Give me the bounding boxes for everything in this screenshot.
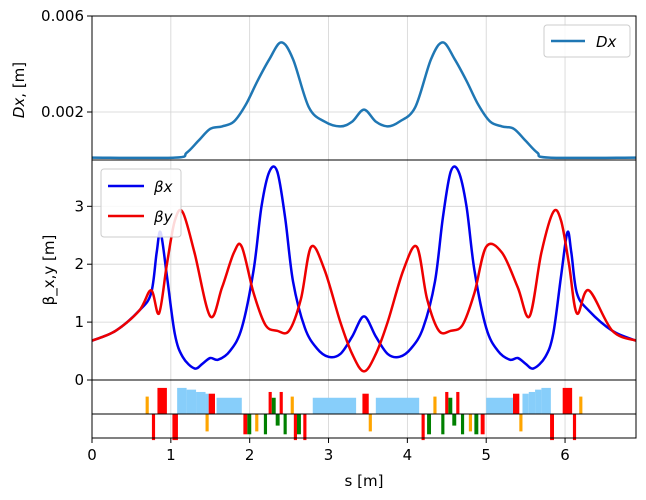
lattice-xticks: 0 1 2 3 4 5 6: [87, 438, 570, 464]
dipole-element: [480, 414, 485, 435]
ytick-label: 0: [74, 371, 84, 389]
lattice-xlabel: s [m]: [345, 472, 384, 490]
drift-element: [486, 397, 514, 414]
dipole-element: [243, 414, 248, 435]
dipole-element: [421, 414, 425, 441]
dipole-element: [279, 391, 283, 414]
drift-element: [312, 397, 357, 414]
beta-legend: βx βy: [100, 168, 182, 238]
sext-element: [368, 414, 372, 432]
dipole-element: [268, 391, 272, 414]
beta-lines: [91, 165, 637, 373]
sext-element: [579, 396, 583, 414]
dipole-element: [362, 393, 369, 414]
beta-yticks: 0 1 2 3: [74, 197, 92, 389]
xtick-label: 0: [87, 446, 97, 464]
drift-element: [177, 387, 187, 414]
series-line-0: [91, 165, 637, 370]
drift-element: [375, 397, 420, 414]
dispersion-legend: Dx: [543, 24, 631, 58]
quad-element: [271, 397, 276, 414]
quad-element: [247, 414, 252, 435]
series-line-0: [91, 41, 637, 160]
quad-element: [474, 414, 479, 435]
quad-element: [427, 414, 432, 435]
series-line-1: [91, 208, 637, 373]
drift-element: [196, 391, 206, 414]
sext-element: [468, 414, 473, 432]
sext-element: [433, 396, 437, 414]
ytick-label: 1: [74, 313, 84, 331]
drift-element: [522, 393, 529, 414]
dispersion-yticks: 0.002 0.006: [41, 7, 92, 121]
xtick-label: 5: [481, 446, 491, 464]
sext-element: [519, 414, 523, 432]
dipole-element: [208, 393, 215, 414]
legend-dx-label: Dx: [596, 33, 617, 51]
dipole-element: [293, 414, 297, 441]
dipole-element: [151, 414, 156, 441]
legend-betax-label: βx: [153, 178, 173, 196]
dipole-element: [572, 414, 577, 441]
quad-element: [275, 414, 280, 426]
ytick-label: 0.002: [41, 103, 84, 121]
xtick-label: 4: [403, 446, 413, 464]
quad-element: [448, 397, 453, 414]
sext-element: [290, 396, 294, 414]
dipole-element: [550, 414, 555, 441]
dipole-element: [303, 414, 307, 441]
dipole-element: [445, 391, 449, 414]
xtick-label: 1: [166, 446, 176, 464]
ytick-label: 3: [74, 197, 84, 215]
xtick-label: 3: [324, 446, 334, 464]
quad-element: [441, 414, 445, 435]
drift-element: [216, 397, 242, 414]
dispersion-lines: [91, 41, 637, 160]
quad-element: [460, 414, 465, 435]
dipole-element: [562, 387, 573, 414]
sext-element: [145, 396, 149, 414]
lattice-frame: [91, 379, 637, 439]
lattice-elements: [145, 387, 583, 441]
sext-element: [205, 414, 209, 432]
drift-element: [186, 389, 197, 414]
dipole-element: [513, 393, 520, 414]
quad-element: [263, 414, 268, 435]
lattice-panel: 0 1 2 3 4 5 6 s [m]: [87, 379, 637, 490]
drift-element: [535, 389, 542, 414]
quad-element: [283, 414, 287, 435]
drift-element: [528, 391, 536, 414]
quad-element: [296, 414, 301, 435]
legend-betay-label: βy: [153, 208, 174, 226]
quad-element: [452, 414, 457, 426]
beta-ylabel: β_x,y [m]: [40, 235, 59, 306]
ytick-label: 0.006: [41, 7, 84, 25]
xtick-label: 6: [560, 446, 570, 464]
beta-panel: 0 1 2 3 β_x,y [m] βx βy: [40, 159, 637, 389]
dispersion-legend-box: [543, 24, 631, 58]
dispersion-panel: 0.002 0.006 Dx, [m] Dx: [10, 7, 637, 161]
dipole-element: [456, 391, 460, 414]
sext-element: [255, 414, 259, 432]
drift-element: [205, 393, 209, 414]
dipole-element: [172, 414, 178, 441]
drift-element: [541, 387, 551, 414]
ytick-label: 2: [74, 255, 84, 273]
dispersion-ylabel: Dx, [m]: [10, 62, 28, 118]
xtick-label: 2: [245, 446, 255, 464]
dipole-element: [157, 387, 167, 414]
